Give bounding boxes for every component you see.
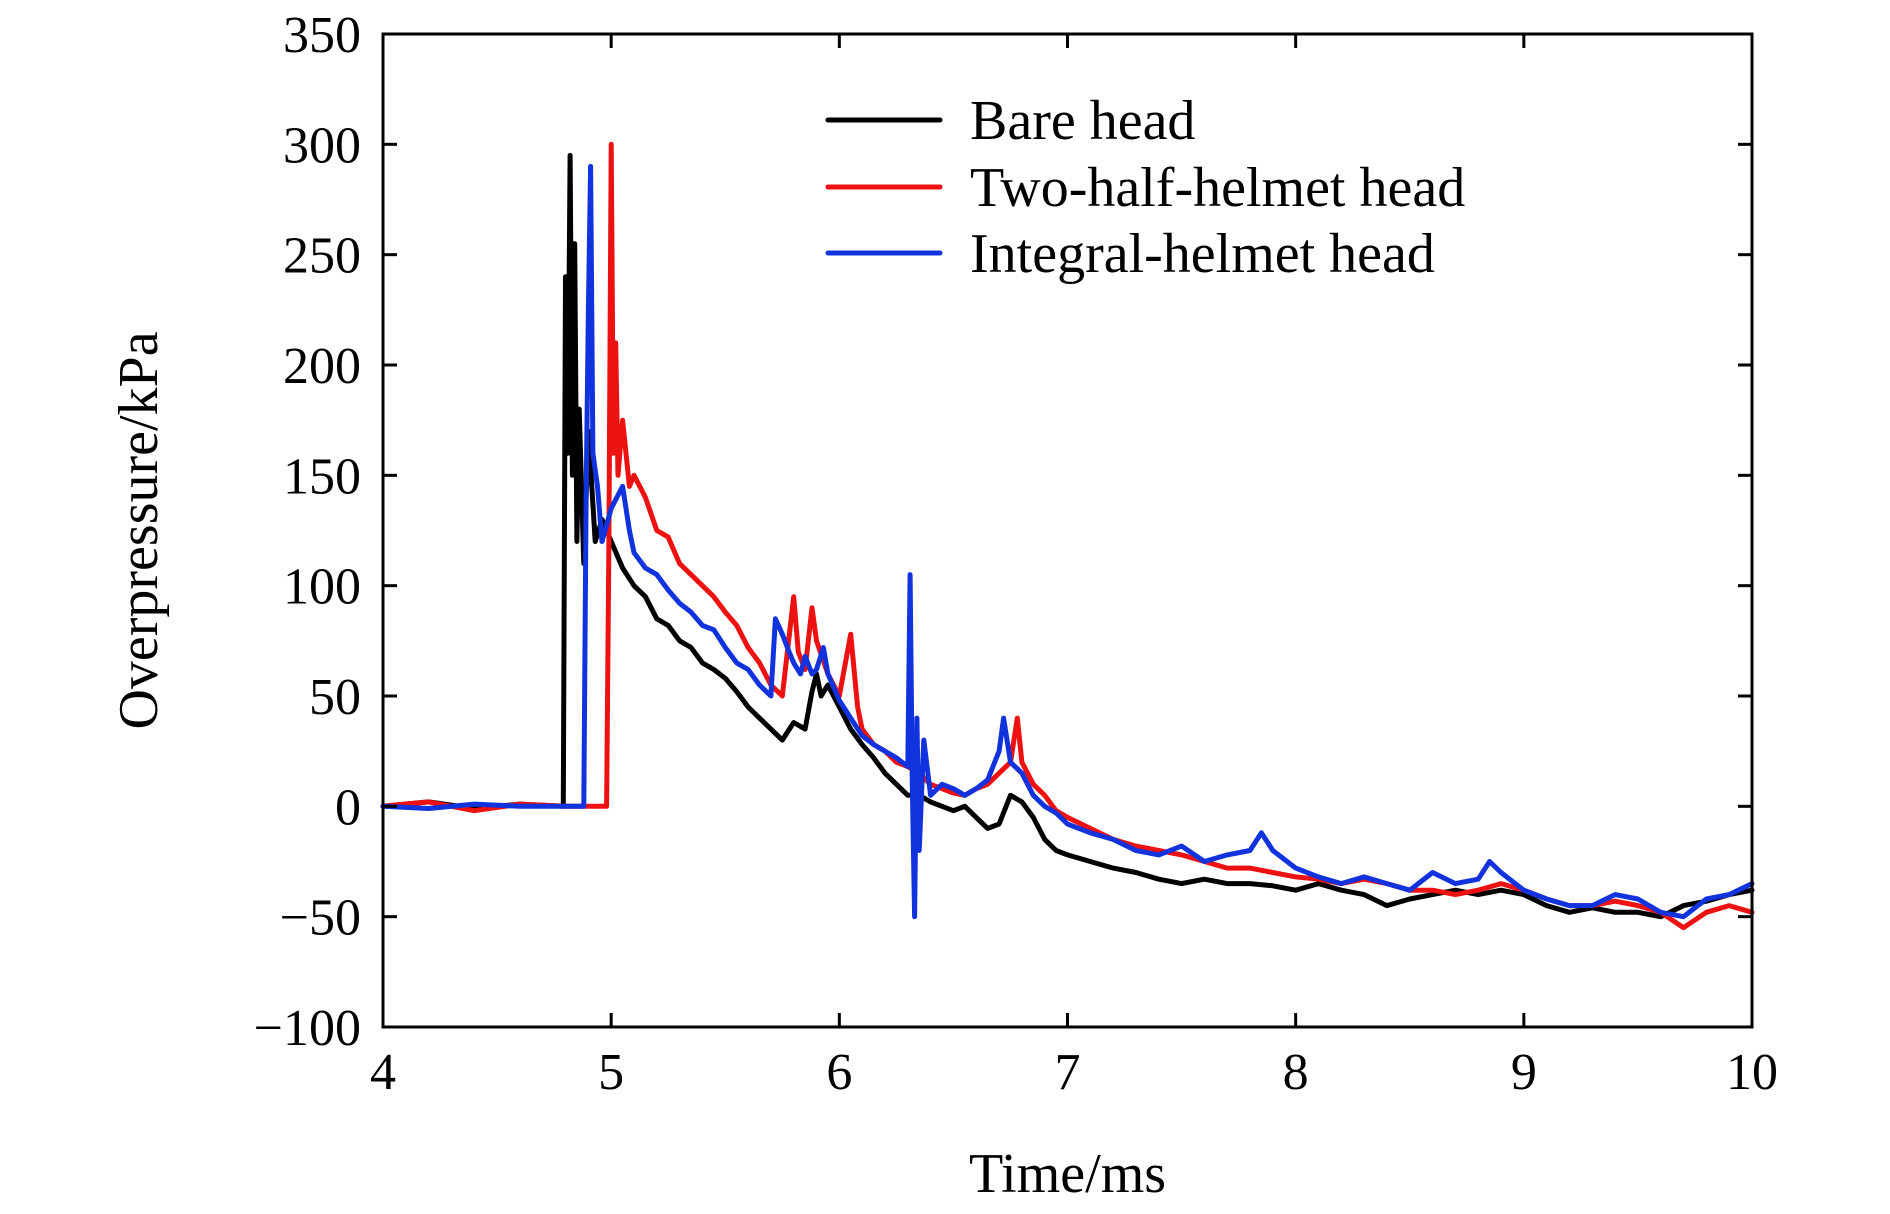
y-tick-label: 100 [283,559,361,616]
x-axis-title: Time/ms [969,1143,1166,1205]
x-tick-label: 9 [1511,1044,1537,1101]
legend-label-integral-helmet-head: Integral-helmet head [970,223,1435,285]
x-tick-label: 7 [1055,1044,1081,1101]
x-tick-label: 5 [598,1044,624,1101]
legend: Bare head Two-half-helmet head Integral-… [825,90,1465,285]
y-tick-label: 50 [309,669,361,726]
x-tick-label: 8 [1283,1044,1309,1101]
x-tick-label: 4 [370,1044,396,1101]
y-tick-label: 300 [283,117,361,174]
ticks-layer: 4 5 6 7 8 9 10 −100 −50 0 50 100 150 200 250 300 350 [254,7,1778,1101]
legend-label-bare-head: Bare head [970,90,1195,152]
y-tick-label: 0 [335,779,361,836]
y-tick-label: 150 [283,448,361,505]
x-tick-label: 6 [826,1044,852,1101]
x-tick-label: 10 [1726,1044,1778,1101]
series-layer [380,141,1755,931]
y-tick-label: 250 [283,228,361,285]
y-axis-title: Overpressure/kPa [108,331,170,729]
y-tick-label: −100 [254,1000,361,1057]
y-tick-label: 350 [283,7,361,64]
y-tick-label: 200 [283,338,361,395]
y-tick-label: −50 [280,890,361,947]
legend-label-two-half-helmet-head: Two-half-helmet head [970,157,1465,219]
series-line-integral-helmet-head [380,163,1755,920]
